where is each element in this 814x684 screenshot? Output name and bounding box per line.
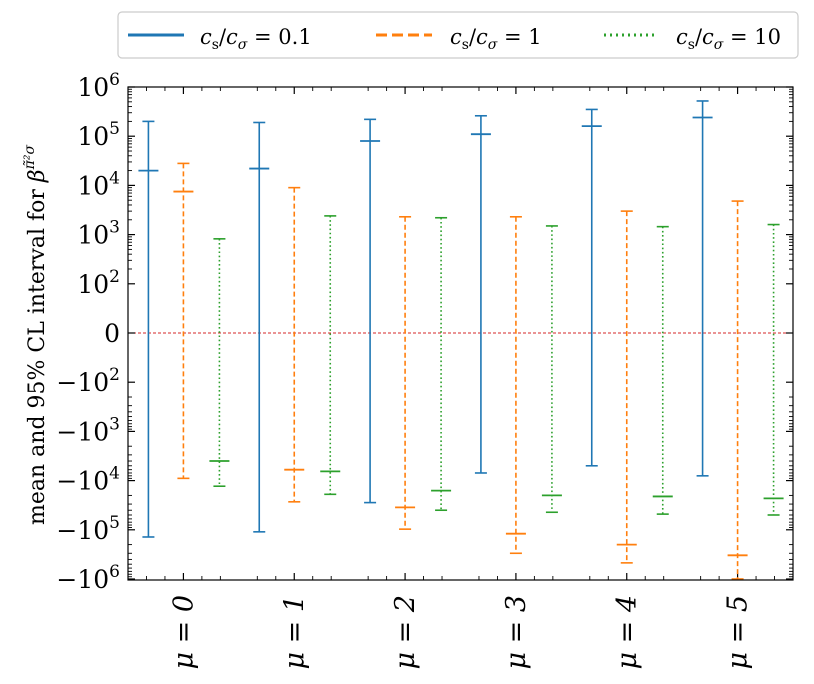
x-tick-label: μ = 1 bbox=[279, 595, 310, 670]
y-tick-label: −106 bbox=[56, 562, 120, 594]
legend-entry-series-0: cs/cσ = 0.1 bbox=[128, 25, 312, 53]
y-tick-label: 106 bbox=[77, 70, 120, 102]
legend-entry-series-2: cs/cσ = 10 bbox=[604, 25, 781, 53]
legend-entry-series-1: cs/cσ = 1 bbox=[376, 25, 542, 53]
legend-box bbox=[117, 11, 799, 59]
y-tick-label: 104 bbox=[77, 168, 120, 200]
legend: cs/cσ = 0.1 cs/cσ = 1 cs/cσ = 10 bbox=[117, 11, 799, 59]
legend-label-series-0: cs/cσ = 0.1 bbox=[200, 25, 312, 53]
y-axis-label: mean and 95% CL interval for βπ̃²σ bbox=[22, 145, 50, 525]
legend-label-series-1: cs/cσ = 1 bbox=[450, 25, 542, 53]
y-tick-label: 105 bbox=[77, 119, 120, 151]
x-tick-label: μ = 5 bbox=[723, 595, 754, 670]
y-tick-label: 103 bbox=[77, 218, 120, 250]
x-tick-label: μ = 2 bbox=[390, 595, 421, 670]
legend-label-series-2: cs/cσ = 10 bbox=[676, 25, 781, 53]
y-tick-label: 102 bbox=[77, 267, 120, 299]
x-tick-label: μ = 3 bbox=[501, 595, 532, 670]
y-tick-label: −102 bbox=[56, 365, 120, 397]
plot-area: 106 105 104 103 102 0 −102 −103 −104 −105 −106 μ = … bbox=[56, 70, 793, 670]
y-tick-label: −105 bbox=[56, 513, 120, 545]
y-tick-label: −104 bbox=[56, 464, 120, 496]
x-tick-label: μ = 0 bbox=[168, 595, 199, 670]
y-tick-label: −103 bbox=[56, 414, 120, 446]
y-tick-label: 0 bbox=[104, 319, 120, 348]
x-tick-label: μ = 4 bbox=[612, 595, 643, 670]
axes-frame bbox=[127, 86, 794, 581]
